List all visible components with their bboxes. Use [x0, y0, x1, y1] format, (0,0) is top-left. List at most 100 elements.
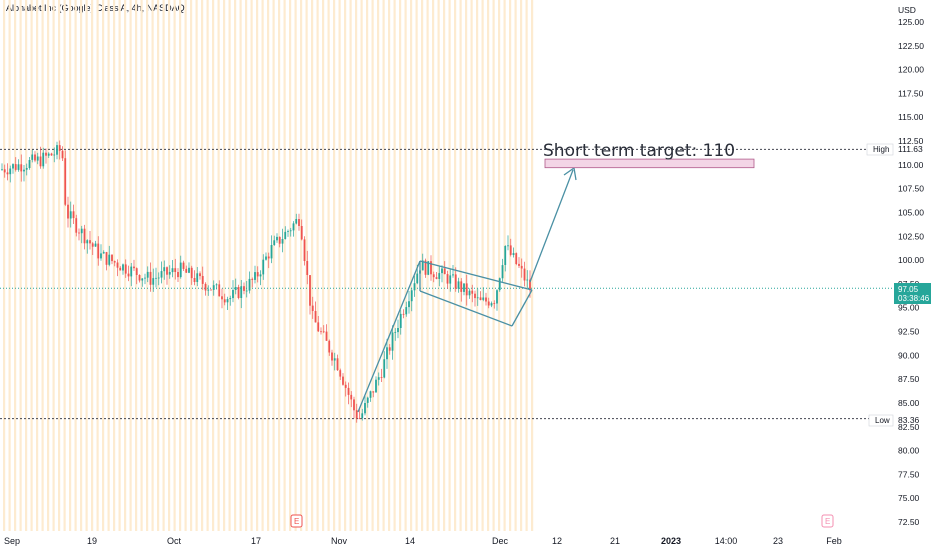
candle-body — [17, 164, 20, 170]
candle-body — [350, 394, 353, 400]
session-stripe — [190, 0, 193, 531]
candle-body — [457, 281, 460, 289]
candle-body — [256, 272, 259, 277]
session-stripe — [69, 0, 72, 531]
price-tick-label: 82.50 — [898, 422, 920, 432]
candle-body — [322, 331, 325, 333]
candle-body — [493, 303, 496, 304]
candle-body — [171, 268, 174, 273]
candle-body — [383, 359, 386, 378]
session-stripe — [30, 0, 33, 531]
price-tick-label: 105.00 — [898, 208, 924, 218]
candle-body — [278, 236, 281, 244]
price-tick-label: 102.50 — [898, 231, 924, 241]
candle-body — [1, 169, 3, 171]
session-stripe — [459, 0, 462, 531]
flag-right-edge[interactable] — [511, 289, 533, 327]
time-axis-panel[interactable] — [0, 531, 932, 550]
candle-body — [196, 273, 199, 282]
candle-body — [364, 403, 366, 414]
high-value: 111.63 — [898, 144, 923, 154]
session-stripe — [503, 0, 506, 531]
time-tick-label: Nov — [331, 536, 348, 546]
candle-body — [267, 256, 270, 259]
candle-body — [463, 283, 465, 292]
session-stripe — [41, 0, 44, 531]
candle-body — [342, 376, 344, 385]
candle-body — [240, 286, 243, 298]
price-tick-label: 110.00 — [898, 160, 924, 170]
candle-body — [9, 168, 12, 175]
session-stripe — [481, 0, 484, 531]
candle-body — [408, 301, 410, 308]
candle-body — [80, 228, 83, 234]
price-tick-label: 95.00 — [898, 303, 920, 313]
candle-body — [331, 352, 333, 361]
flag-bottom-line[interactable] — [419, 290, 513, 327]
candle-body — [42, 152, 45, 167]
candle-body — [78, 232, 80, 234]
low-label-group: Low 83.36 — [868, 414, 920, 427]
session-stripe — [311, 0, 314, 531]
candle-body — [215, 284, 218, 286]
current-price-badge: 97.05 03:38:46 — [894, 283, 931, 304]
candle-body — [424, 260, 427, 275]
candle-body — [515, 253, 518, 264]
candle-body — [20, 164, 23, 172]
candle-body — [182, 262, 185, 269]
session-stripe — [371, 0, 374, 531]
candle-body — [23, 169, 25, 172]
price-axis-ticks: 125.00 122.50 120.00 117.50 115.00 112.50 110.… — [898, 17, 924, 527]
session-stripe — [272, 0, 275, 531]
candle-body — [232, 290, 234, 299]
candle-body — [394, 332, 397, 333]
candle-body — [300, 226, 303, 240]
candle-body — [507, 245, 509, 247]
candle-body — [452, 274, 454, 276]
session-stripe — [289, 0, 292, 531]
session-stripe — [184, 0, 187, 531]
candle-body — [53, 154, 56, 156]
price-tick-label: 85.00 — [898, 398, 920, 408]
session-stripe — [157, 0, 160, 531]
target-annotation-label[interactable]: Short term target: 110 — [543, 141, 735, 161]
candle-body — [97, 243, 100, 259]
session-stripe — [300, 0, 303, 531]
high-label: High — [873, 145, 889, 154]
candle-body — [284, 231, 287, 239]
candle-body — [410, 290, 413, 302]
candle-body — [416, 273, 419, 284]
session-stripe — [223, 0, 226, 531]
price-tick-label: 115.00 — [898, 112, 924, 122]
candle-body — [460, 281, 463, 292]
session-stripe — [509, 0, 512, 531]
session-stripe — [14, 0, 17, 531]
flag-top-line[interactable] — [419, 260, 533, 291]
session-stripe — [294, 0, 297, 531]
candle-body — [441, 268, 443, 274]
session-stripe — [377, 0, 380, 531]
session-stripe — [212, 0, 215, 531]
session-stripe — [316, 0, 319, 531]
session-stripe — [514, 0, 517, 531]
candle-body — [100, 253, 102, 259]
candle-body — [504, 246, 507, 265]
candle-body — [223, 299, 226, 303]
session-stripe — [58, 0, 61, 531]
candle-body — [135, 268, 138, 275]
candle-body — [391, 332, 394, 351]
target-arrow-line[interactable] — [529, 169, 574, 283]
candle-body — [523, 268, 526, 281]
price-axis-panel[interactable] — [895, 0, 932, 531]
session-stripe — [492, 0, 495, 531]
flagpole-line[interactable] — [357, 260, 421, 413]
candle-body — [141, 278, 144, 281]
target-zone-box[interactable] — [544, 158, 755, 169]
candle-body — [366, 397, 369, 403]
candle-body — [248, 278, 251, 291]
candle-body — [146, 271, 149, 278]
earnings-marker[interactable]: E — [821, 514, 834, 528]
price-tick-label: 117.50 — [898, 88, 924, 98]
earnings-marker[interactable]: E — [290, 514, 303, 528]
